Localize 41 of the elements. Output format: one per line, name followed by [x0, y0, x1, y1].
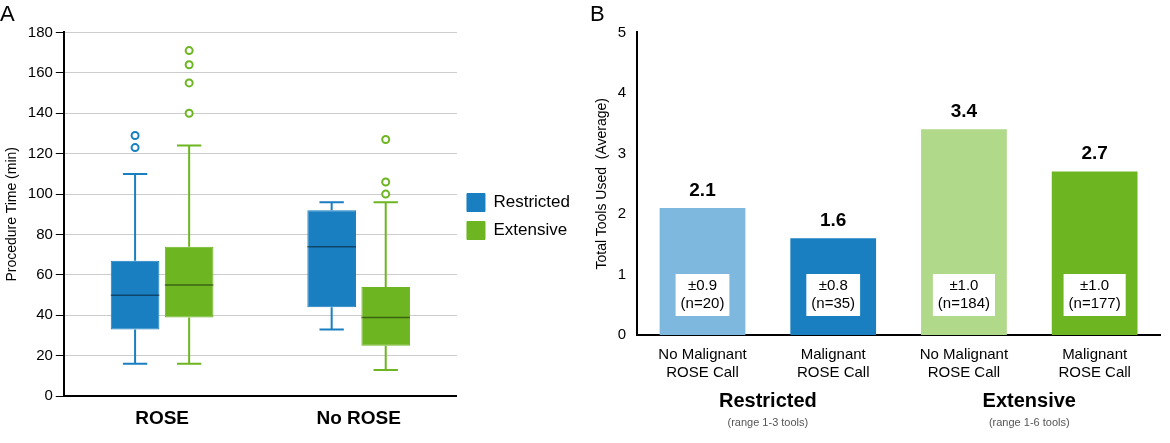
text: Extensive	[982, 388, 1076, 411]
y-tick-label: 120	[27, 143, 53, 161]
y-tick-label: 180	[27, 22, 53, 40]
x-tick-label: Malignant ROSE Call	[796, 345, 870, 381]
y-tick-label: 4	[617, 83, 627, 101]
data-label: 2.7	[1081, 142, 1108, 164]
chart-title: B	[590, 1, 605, 27]
y-tick-label: 5	[617, 22, 627, 40]
y-axis-title: Procedure Time (min)	[3, 147, 20, 282]
y-tick-label: 160	[27, 62, 53, 80]
y-tick-label: 1	[617, 264, 627, 282]
bar	[921, 129, 1007, 335]
y-tick-label: 0	[617, 325, 627, 343]
annotation: ±1.0 (n=184)	[937, 276, 990, 312]
text: (range 1-3 tools)	[727, 415, 809, 428]
text: Restricted	[718, 388, 817, 411]
x-tick-label: No Malignant ROSE Call	[658, 345, 748, 381]
y-tick-label: 40	[36, 305, 53, 323]
x-tick-label: ROSE	[135, 406, 190, 428]
legend-label: Restricted	[493, 192, 571, 212]
legend-label: Extensive	[493, 220, 568, 240]
annotation: ±0.9 (n=20)	[680, 276, 725, 312]
y-tick-label: 140	[27, 103, 53, 121]
x-tick-label: Malignant ROSE Call	[1058, 345, 1131, 381]
y-tick-label: 20	[36, 345, 53, 363]
y-axis-title: Total Tools Used (Average)	[593, 97, 610, 270]
data-label: 3.4	[950, 99, 978, 121]
y-tick-label: 0	[44, 386, 53, 404]
text: (range 1-6 tools)	[988, 415, 1070, 428]
y-tick-label: 100	[27, 184, 53, 202]
annotation: ±1.0 (n=177)	[1068, 276, 1121, 312]
data-label: 1.6	[820, 208, 847, 230]
chart-title: A	[0, 1, 15, 27]
y-tick-label: 80	[36, 224, 53, 242]
annotation: ±0.8 (n=35)	[811, 276, 856, 312]
y-tick-label: 2	[617, 204, 627, 222]
x-tick-label: No Malignant ROSE Call	[919, 345, 1009, 381]
y-tick-label: 3	[617, 143, 627, 161]
y-tick-label: 60	[36, 265, 53, 283]
x-tick-label: No ROSE	[316, 406, 401, 428]
data-label: 2.1	[689, 178, 717, 200]
